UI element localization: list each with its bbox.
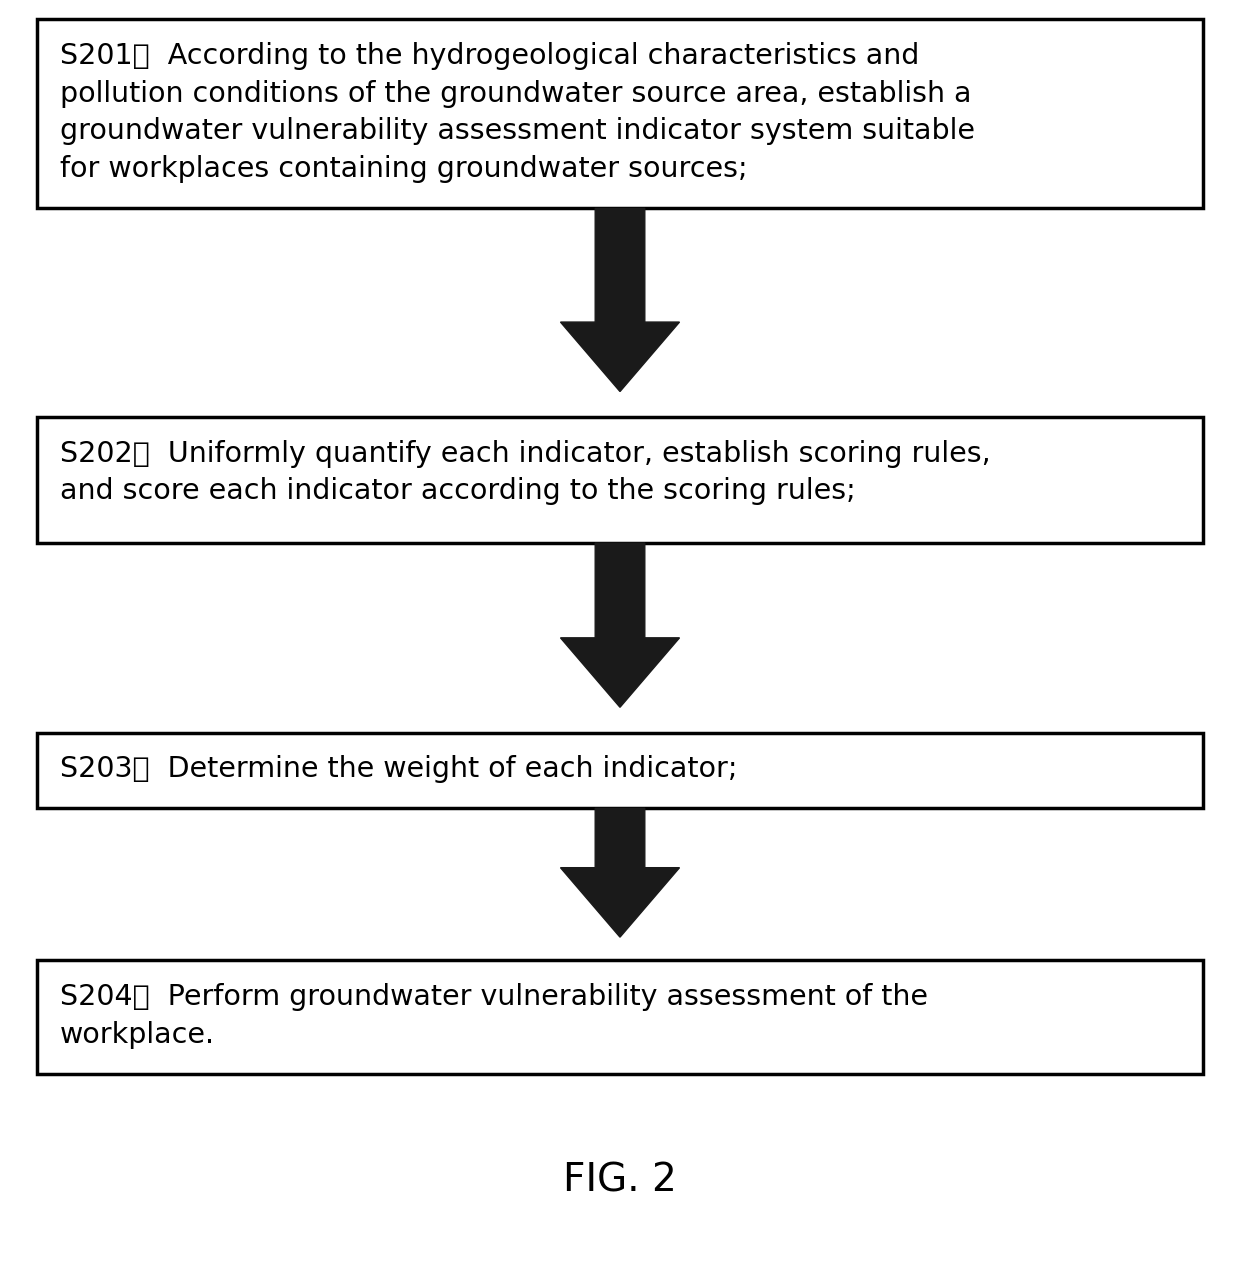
FancyBboxPatch shape <box>37 417 1203 543</box>
Polygon shape <box>560 543 680 707</box>
Text: S201：  According to the hydrogeological characteristics and
pollution conditions: S201： According to the hydrogeological c… <box>60 42 975 183</box>
FancyBboxPatch shape <box>37 19 1203 208</box>
Text: S203：  Determine the weight of each indicator;: S203： Determine the weight of each indic… <box>60 755 737 783</box>
FancyBboxPatch shape <box>37 960 1203 1074</box>
Text: S202：  Uniformly quantify each indicator, establish scoring rules,
and score eac: S202： Uniformly quantify each indicator,… <box>60 440 991 505</box>
FancyBboxPatch shape <box>37 733 1203 808</box>
Text: S204：  Perform groundwater vulnerability assessment of the
workplace.: S204： Perform groundwater vulnerability … <box>60 983 928 1048</box>
Polygon shape <box>560 808 680 937</box>
Polygon shape <box>560 208 680 392</box>
Text: FIG. 2: FIG. 2 <box>563 1162 677 1200</box>
